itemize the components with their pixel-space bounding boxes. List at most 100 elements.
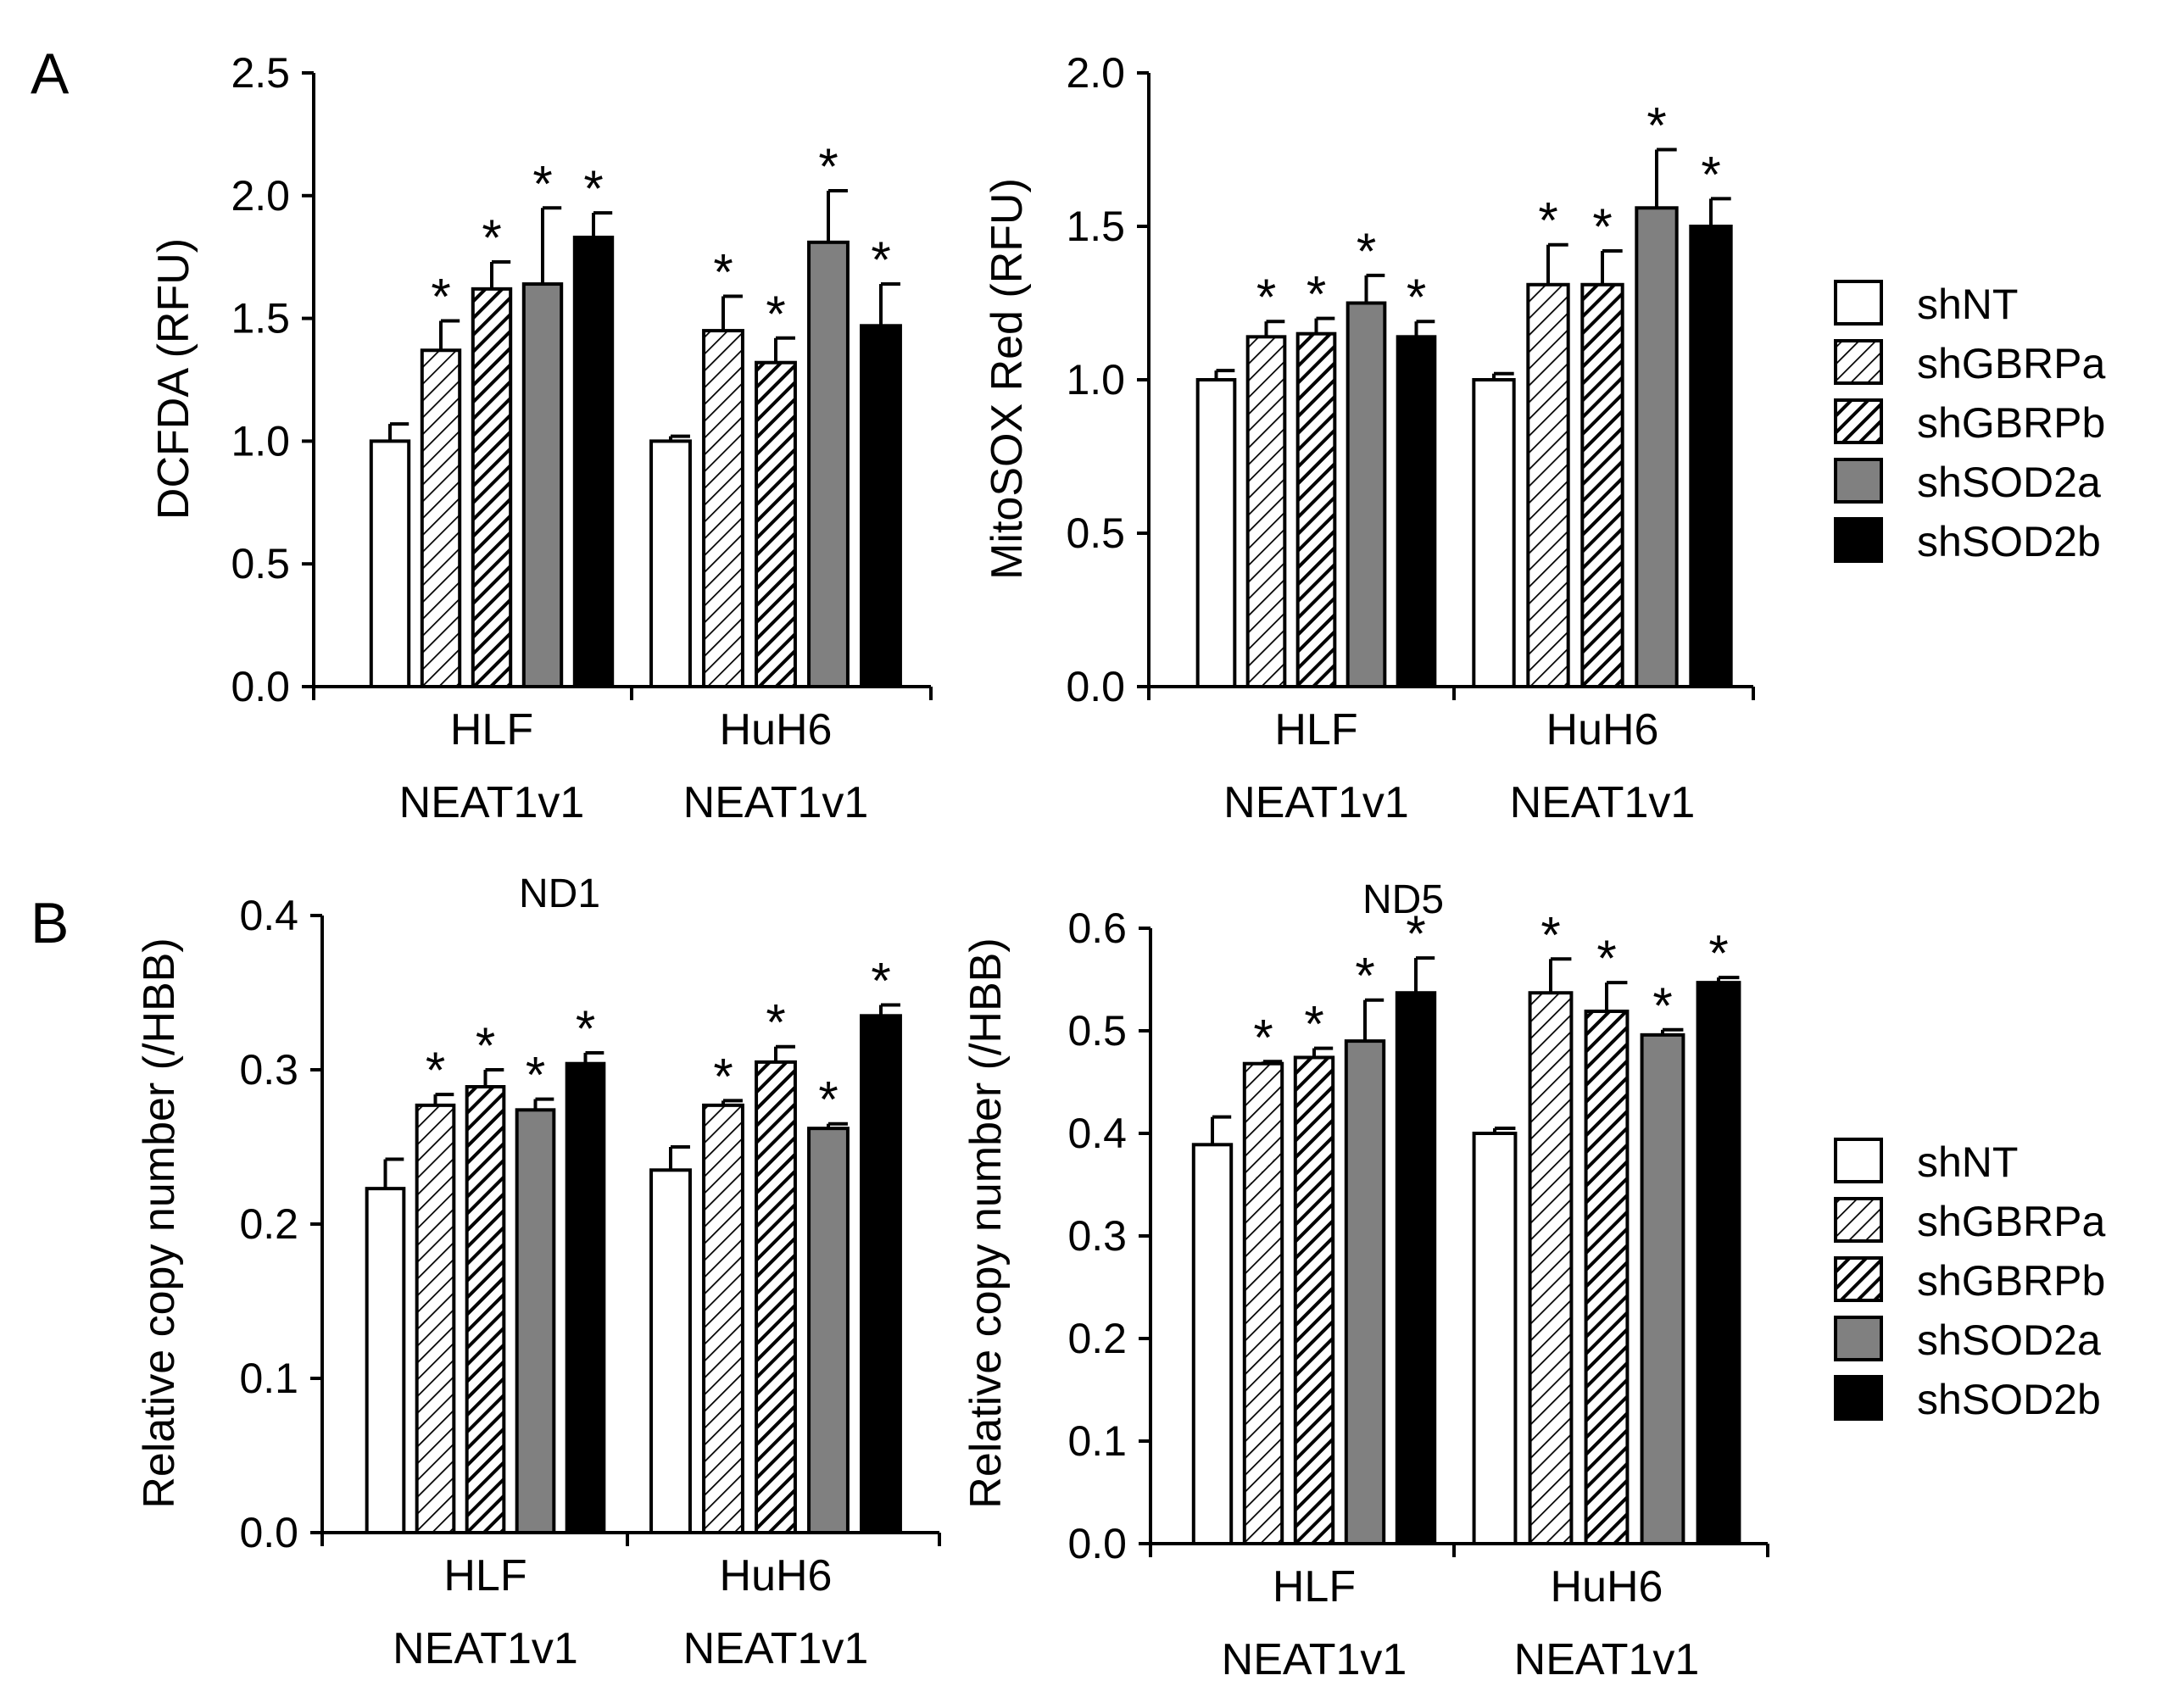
significance-star: * (532, 155, 552, 212)
significance-star: * (1253, 1009, 1273, 1066)
y-axis-label: MitoSOX Red (RFU) (983, 178, 1032, 580)
significance-star: * (1256, 269, 1276, 326)
bar-shSOD2a (807, 240, 850, 689)
category-label: HLF (1273, 1562, 1356, 1611)
y-tick-label: 1.0 (231, 417, 290, 465)
category-label: NEAT1v1 (1223, 778, 1409, 827)
bar-shSOD2a (521, 282, 564, 688)
legend-swatch-shSOD2b (1834, 1375, 1883, 1421)
bar-shNT (369, 439, 411, 689)
significance-star: * (576, 1000, 595, 1057)
category-label: HuH6 (720, 705, 833, 754)
significance-star: * (1538, 192, 1557, 249)
y-tick-label: 0.3 (239, 1046, 298, 1094)
category-label: HLF (450, 705, 533, 754)
significance-star: * (713, 244, 733, 301)
significance-star: * (1540, 906, 1560, 963)
legend-swatch-shSOD2a (1834, 1316, 1883, 1361)
legend-swatch-shGBRPb (1834, 398, 1883, 444)
bar-shGBRPb (1295, 331, 1337, 688)
bar-shGBRPa (1526, 282, 1570, 688)
legend-label: shNT (1917, 1138, 2018, 1186)
bar-shGBRPa (1245, 335, 1287, 688)
y-tick-label: 0.2 (239, 1200, 298, 1248)
bar-shNT (1191, 1143, 1234, 1546)
category-label: NEAT1v1 (1510, 778, 1696, 827)
bar-shGBRPb (471, 287, 513, 688)
bar-shSOD2b (1395, 991, 1437, 1545)
significance-star: * (1592, 198, 1612, 255)
significance-star: * (482, 209, 501, 266)
y-tick-label: 0.0 (231, 663, 290, 710)
y-tick-label: 0.2 (1067, 1315, 1127, 1362)
bar-shGBRPa (1242, 1061, 1284, 1545)
panel-letter-a: A (31, 42, 70, 106)
bar-shSOD2a (1640, 1032, 1685, 1545)
legend-label: shSOD2a (1917, 1316, 2101, 1364)
y-tick-label: 0.5 (1066, 509, 1125, 557)
significance-star: * (713, 1048, 733, 1105)
y-tick-label: 2.5 (231, 49, 290, 97)
significance-star: * (426, 1042, 445, 1099)
significance-star: * (766, 286, 785, 342)
y-tick-label: 1.0 (1066, 356, 1125, 404)
significance-star: * (1406, 905, 1425, 962)
category-label: HLF (443, 1551, 526, 1600)
y-tick-label: 0.0 (1066, 663, 1125, 710)
bar-shGBRPb (1293, 1055, 1335, 1545)
legend-swatch-shGBRPa (1834, 339, 1883, 385)
bar-shNT (649, 439, 692, 689)
y-tick-label: 1.5 (231, 295, 290, 342)
chart-dcfda: 0.0 0.5 1.0 1.5 2.0 2.5 DCFDA (RFU) * * * * HLF NEAT… (149, 49, 933, 827)
significance-star: * (818, 138, 838, 195)
y-axis-label: Relative copy number (/HBB) (961, 938, 1011, 1508)
chart-nd5: 0.0 0.1 0.2 0.3 0.4 0.5 0.6 Relative copy numbe… (961, 877, 1769, 1684)
significance-star: * (871, 953, 890, 1010)
bar-shSOD2b (860, 1014, 902, 1535)
legend-swatch-shSOD2a (1834, 458, 1883, 504)
category-label: HLF (1274, 705, 1357, 754)
legend-swatch-shGBRPb (1834, 1256, 1883, 1302)
bar-shGBRPb (755, 360, 797, 688)
legend-swatch-shNT (1834, 1138, 1883, 1183)
significance-star: * (1596, 930, 1616, 987)
bar-shSOD2b (860, 324, 902, 688)
y-tick-label: 2.0 (231, 172, 290, 220)
y-tick-label: 0.1 (1067, 1417, 1127, 1465)
chart-title: ND1 (519, 871, 600, 916)
category-label: NEAT1v1 (399, 778, 585, 827)
y-tick-label: 0.4 (239, 892, 298, 939)
significance-star: * (1355, 948, 1374, 1005)
bar-shSOD2b (572, 236, 615, 689)
legend-label: shGBRPb (1917, 399, 2105, 447)
legend-swatch-shSOD2b (1834, 517, 1883, 563)
significance-star: * (1306, 266, 1326, 323)
significance-star: * (1407, 269, 1426, 326)
bar-shGBRPb (755, 1060, 797, 1534)
significance-star: * (766, 994, 785, 1051)
category-label: NEAT1v1 (1222, 1635, 1407, 1684)
bar-shGBRPb (465, 1085, 506, 1534)
bar-shGBRPa (702, 1103, 744, 1534)
y-axis-label: DCFDA (RFU) (149, 238, 198, 520)
bar-shGBRPa (1528, 991, 1574, 1545)
category-label: HuH6 (720, 1551, 833, 1600)
bar-shNT (1472, 378, 1516, 688)
bar-shSOD2a (515, 1108, 556, 1534)
bar-shSOD2a (807, 1127, 850, 1535)
significance-star: * (526, 1047, 545, 1104)
bar-shSOD2a (1344, 1039, 1386, 1545)
significance-star: * (1304, 996, 1323, 1053)
y-tick-label: 0.1 (239, 1355, 298, 1402)
y-tick-label: 0.6 (1067, 904, 1127, 952)
bar-shSOD2b (565, 1061, 606, 1534)
legend-label: shSOD2b (1917, 518, 2101, 565)
significance-star: * (431, 268, 450, 325)
significance-star: * (1646, 97, 1666, 154)
bar-shNT (1472, 1132, 1518, 1545)
bar-shSOD2a (1346, 301, 1387, 688)
y-tick-label: 2.0 (1066, 49, 1125, 97)
bar-shSOD2a (1635, 206, 1679, 688)
category-label: HuH6 (1546, 705, 1659, 754)
